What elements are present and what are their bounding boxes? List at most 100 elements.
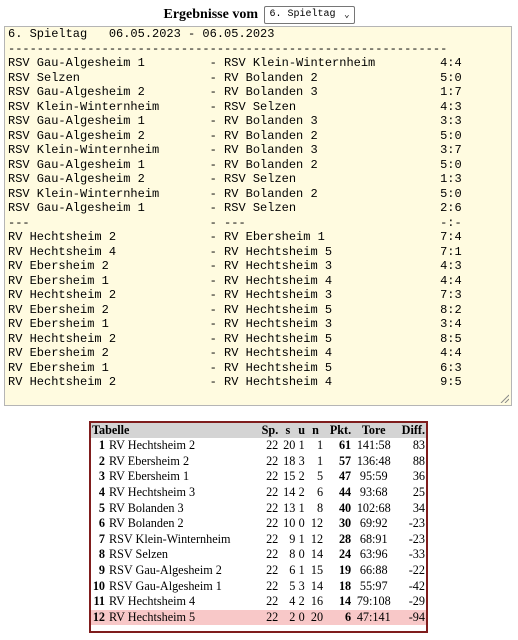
goals-cell: 55:97 (359, 578, 388, 593)
result-line: --- - --- -:- (8, 215, 462, 230)
points-cell: 6 (324, 609, 353, 626)
table-row: 3 RV Ebersheim 1 22 15 2 5 47 95:59 36 (91, 469, 426, 485)
team-cell: RSV Gau-Algesheim 1 (109, 578, 222, 593)
table-row: 7 RSV Klein-Winternheim 22 9 1 12 28 68:91 -23 (91, 532, 426, 548)
diff-cell: -42 (408, 578, 425, 593)
col-header-tore: Tore (352, 423, 396, 438)
losses-cell: 16 (310, 594, 324, 609)
col-header-s: s (279, 423, 297, 438)
table-row: 8 RSV Selzen 22 8 0 14 24 63:96 -33 (91, 547, 426, 563)
draws-cell: 2 (298, 469, 305, 484)
rank-cell: 8 (98, 547, 105, 562)
losses-cell: 14 (310, 578, 324, 593)
wins-cell: 6 (289, 563, 296, 578)
table-row: 9 RSV Gau-Algesheim 2 22 6 1 15 19 66:88 -22 (91, 563, 426, 579)
points-cell: 40 (338, 500, 352, 515)
result-line: RV Hechtsheim 2 - RV Hechtsheim 3 7:3 (8, 288, 462, 302)
losses-cell: 15 (310, 563, 324, 578)
points-cell: 61 (338, 438, 352, 453)
result-line: RSV Gau-Algesheim 2 - RSV Selzen 1:3 (8, 172, 462, 186)
goals-cell: 69:92 (359, 516, 388, 531)
draws-cell: 3 (298, 578, 305, 593)
games-cell: 22 (266, 469, 279, 484)
draws-cell: 2 (298, 485, 305, 500)
diff-cell: -23 (408, 531, 425, 546)
points-cell: 24 (338, 547, 352, 562)
standings-table-container: Tabelle Sp. s u n Pkt. Tore Diff. 1 RV He… (89, 421, 428, 633)
result-line: RSV Gau-Algesheim 1 - RSV Selzen 2:6 (8, 201, 462, 215)
wins-cell: 15 (283, 469, 296, 484)
wins-cell: 8 (289, 547, 296, 562)
rank-cell: 5 (98, 500, 105, 515)
col-header-n: n (306, 423, 325, 438)
result-line: 6. Spieltag 06.05.2023 - 06.05.2023 (8, 27, 275, 41)
result-line: RV Ebersheim 2 - RV Hechtsheim 3 4:3 (8, 259, 462, 273)
result-line: RSV Gau-Algesheim 1 - RV Bolanden 2 5:0 (8, 157, 462, 172)
goals-cell: 95:59 (359, 469, 388, 484)
team-cell: RV Hechtsheim 2 (109, 438, 196, 453)
results-lines: 6. Spieltag 06.05.2023 - 06.05.2023 -----… (8, 27, 462, 390)
games-cell: 22 (266, 453, 279, 468)
draws-cell: 1 (298, 500, 305, 515)
draws-cell: 1 (298, 438, 305, 453)
goals-cell: 47:141 (352, 609, 396, 626)
goals-cell: 66:88 (359, 563, 388, 578)
draws-cell: 1 (298, 563, 305, 578)
result-line: RSV Klein-Winternheim - RV Bolanden 3 3:… (8, 143, 462, 157)
goals-cell: 79:108 (356, 594, 391, 609)
col-header-sp: Sp. (256, 423, 280, 438)
goals-cell: 102:68 (356, 500, 391, 515)
table-row: 11 RV Hechtsheim 4 22 4 2 16 14 79:108 -29 (91, 594, 426, 610)
games-cell: 22 (266, 516, 279, 531)
losses-cell: 8 (316, 500, 324, 515)
goals-cell: 68:91 (359, 531, 388, 546)
col-header-u: u (296, 423, 307, 438)
result-line: RV Hechtsheim 4 - RV Hechtsheim 5 7:1 (8, 244, 462, 259)
team-cell: RV Hechtsheim 5 (108, 609, 257, 626)
losses-cell: 12 (310, 516, 324, 531)
losses-cell: 14 (310, 547, 324, 562)
table-row: 1 RV Hechtsheim 2 22 20 1 1 61 141:58 83 (91, 438, 426, 454)
rank-cell: 3 (98, 469, 105, 484)
wins-cell: 20 (283, 438, 296, 453)
rank-cell: 1 (98, 438, 105, 453)
matchday-select[interactable]: 6. Spieltag ⌄ (264, 6, 355, 24)
points-cell: 14 (338, 594, 352, 609)
wins-cell: 10 (283, 516, 296, 531)
result-line: RSV Klein-Winternheim - RSV Selzen 4:3 (8, 99, 462, 114)
games-cell: 22 (266, 563, 279, 578)
table-row: 2 RV Ebersheim 2 22 18 3 1 57 136:48 88 (91, 454, 426, 470)
losses-cell: 1 (316, 438, 324, 453)
table-row: 6 RV Bolanden 2 22 10 0 12 30 69:92 -23 (91, 516, 426, 532)
results-textarea[interactable]: 6. Spieltag 06.05.2023 - 06.05.2023 -----… (4, 26, 512, 406)
diff-cell: -33 (408, 547, 425, 562)
rank-cell: 4 (98, 485, 105, 500)
points-cell: 47 (338, 469, 352, 484)
result-line: RV Ebersheim 1 - RV Hechtsheim 4 4:4 (8, 273, 462, 288)
losses-cell: 1 (316, 453, 324, 468)
col-header-diff: Diff. (395, 423, 426, 438)
diff-cell: 36 (412, 469, 425, 484)
games-cell: 22 (266, 500, 279, 515)
diff-cell: 83 (412, 438, 425, 453)
wins-cell: 2 (279, 609, 297, 626)
games-cell: 22 (266, 485, 279, 500)
games-cell: 22 (266, 578, 279, 593)
goals-cell: 63:96 (359, 547, 388, 562)
losses-cell: 6 (316, 485, 324, 500)
diff-cell: 88 (412, 453, 425, 468)
draws-cell: 3 (298, 453, 305, 468)
rank-cell: 9 (98, 563, 105, 578)
result-line: RV Ebersheim 1 - RV Hechtsheim 3 3:4 (8, 317, 462, 331)
resize-grip-icon[interactable] (499, 393, 509, 403)
draws-cell: 0 (296, 609, 307, 626)
draws-cell: 0 (298, 547, 305, 562)
rank-cell: 11 (93, 594, 105, 609)
wins-cell: 18 (283, 453, 296, 468)
diff-cell: -23 (408, 516, 425, 531)
wins-cell: 4 (289, 594, 296, 609)
goals-cell: 93:68 (359, 485, 388, 500)
goals-cell: 141:58 (356, 438, 391, 453)
team-cell: RSV Gau-Algesheim 2 (109, 563, 222, 578)
goals-cell: 136:48 (356, 453, 391, 468)
